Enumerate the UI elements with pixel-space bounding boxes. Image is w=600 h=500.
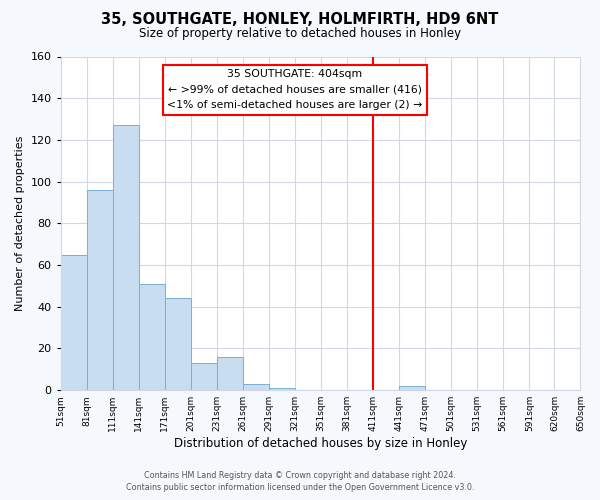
Bar	[165, 298, 191, 390]
Bar	[399, 386, 425, 390]
Y-axis label: Number of detached properties: Number of detached properties	[15, 136, 25, 311]
Text: Contains HM Land Registry data © Crown copyright and database right 2024.
Contai: Contains HM Land Registry data © Crown c…	[126, 471, 474, 492]
Bar	[243, 384, 269, 390]
Bar	[269, 388, 295, 390]
Text: 35, SOUTHGATE, HONLEY, HOLMFIRTH, HD9 6NT: 35, SOUTHGATE, HONLEY, HOLMFIRTH, HD9 6N…	[101, 12, 499, 28]
X-axis label: Distribution of detached houses by size in Honley: Distribution of detached houses by size …	[174, 437, 467, 450]
Bar	[113, 126, 139, 390]
Bar	[217, 357, 243, 390]
Text: 35 SOUTHGATE: 404sqm
← >99% of detached houses are smaller (416)
<1% of semi-det: 35 SOUTHGATE: 404sqm ← >99% of detached …	[167, 70, 422, 110]
Bar	[191, 363, 217, 390]
Bar	[139, 284, 165, 390]
Bar	[61, 254, 87, 390]
Text: Size of property relative to detached houses in Honley: Size of property relative to detached ho…	[139, 28, 461, 40]
Bar	[87, 190, 113, 390]
